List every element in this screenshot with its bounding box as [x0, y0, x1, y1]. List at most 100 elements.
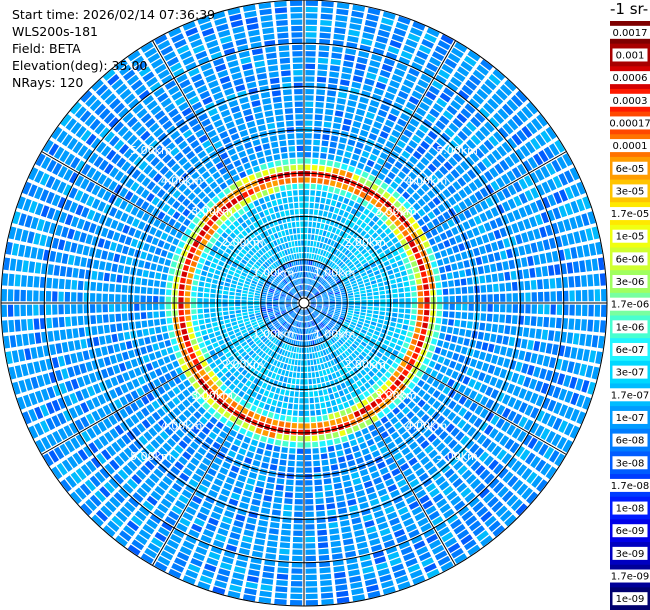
- beta-gate: [335, 155, 343, 162]
- beta-gate: [329, 295, 335, 298]
- beta-gate: [352, 269, 358, 274]
- beta-gate: [291, 326, 295, 332]
- beta-gate: [398, 374, 406, 382]
- beta-gate: [500, 304, 506, 313]
- beta-gate: [273, 270, 279, 276]
- beta-gate: [52, 291, 58, 302]
- beta-gate: [274, 293, 280, 297]
- beta-gate: [197, 201, 205, 210]
- beta-gate: [130, 194, 139, 204]
- beta-gate: [373, 330, 380, 336]
- beta-gate: [236, 433, 244, 441]
- beta-gate: [289, 332, 293, 338]
- beta-gate: [166, 158, 176, 168]
- beta-gate: [286, 307, 292, 310]
- beta-gate: [540, 462, 552, 476]
- beta-gate: [33, 361, 41, 374]
- beta-gate: [172, 360, 180, 368]
- beta-gate: [246, 357, 253, 364]
- beta-gate: [24, 215, 33, 228]
- beta-gate: [397, 247, 405, 254]
- beta-gate: [456, 113, 468, 124]
- beta-gate: [395, 22, 409, 31]
- beta-gate: [204, 340, 211, 346]
- beta-gate: [162, 266, 170, 274]
- beta-gate: [442, 408, 451, 417]
- beta-gate: [408, 140, 418, 149]
- beta-gate: [599, 320, 606, 333]
- beta-gate: [319, 396, 325, 403]
- beta-gate: [340, 289, 346, 293]
- beta-gate: [89, 475, 101, 488]
- beta-gate: [336, 98, 346, 105]
- beta-gate: [553, 402, 563, 415]
- beta-gate: [79, 363, 87, 374]
- beta-gate: [393, 68, 406, 77]
- beta-gate: [312, 333, 316, 339]
- beta-gate: [579, 229, 588, 243]
- beta-gate: [318, 548, 329, 555]
- beta-gate: [267, 371, 273, 378]
- beta-gate: [285, 390, 290, 396]
- beta-gate: [64, 440, 75, 453]
- beta-gate: [178, 241, 185, 249]
- beta-gate: [286, 324, 290, 329]
- beta-gate: [288, 310, 294, 314]
- beta-gate: [398, 224, 406, 232]
- beta-gate: [373, 310, 379, 315]
- beta-gate: [214, 331, 221, 337]
- beta-gate: [346, 261, 353, 267]
- beta-gate: [416, 546, 429, 556]
- beta-gate: [491, 194, 500, 205]
- beta-gate: [582, 244, 590, 257]
- beta-gate: [377, 319, 384, 324]
- beta-gate: [134, 304, 140, 311]
- beta-gate: [213, 367, 220, 374]
- beta-gate: [363, 252, 370, 258]
- beta-gate: [274, 311, 280, 314]
- beta-gate: [306, 309, 310, 314]
- beta-gate: [166, 252, 174, 260]
- beta-gate: [340, 313, 346, 317]
- beta-gate: [118, 234, 127, 244]
- beta-gate: [182, 575, 196, 585]
- beta-gate: [237, 366, 245, 373]
- beta-gate: [427, 200, 436, 210]
- beta-gate: [374, 299, 380, 303]
- beta-gate: [136, 452, 147, 463]
- beta-gate: [225, 323, 232, 328]
- beta-gate: [384, 227, 392, 235]
- beta-gate: [201, 270, 208, 277]
- beta-gate: [70, 242, 78, 253]
- beta-gate: [585, 228, 594, 241]
- beta-gate: [166, 539, 179, 550]
- beta-gate: [259, 278, 266, 283]
- beta-gate: [345, 270, 351, 275]
- beta-gate: [390, 489, 400, 498]
- beta-gate: [370, 338, 377, 344]
- beta-gate: [402, 107, 413, 116]
- beta-gate: [340, 163, 348, 171]
- beta-gate: [241, 377, 248, 384]
- beta-gate: [441, 318, 448, 325]
- beta-gate: [243, 436, 251, 444]
- beta-gate: [362, 241, 369, 248]
- beta-gate: [469, 358, 478, 368]
- beta-gate: [318, 542, 329, 549]
- beta-gate: [23, 198, 32, 212]
- beta-gate: [181, 234, 189, 242]
- beta-gate: [201, 252, 208, 259]
- beta-gate: [486, 284, 493, 293]
- beta-gate: [304, 341, 306, 347]
- beta-gate: [437, 393, 446, 402]
- beta-gate: [521, 339, 528, 349]
- beta-gate: [99, 261, 106, 271]
- beta-gate: [266, 301, 272, 303]
- beta-gate: [295, 314, 299, 320]
- beta-gate: [278, 465, 286, 472]
- beta-gate: [311, 346, 315, 353]
- beta-gate: [365, 180, 373, 188]
- beta-gate: [198, 484, 208, 494]
- beta-gate: [190, 338, 198, 346]
- beta-gate: [343, 538, 354, 546]
